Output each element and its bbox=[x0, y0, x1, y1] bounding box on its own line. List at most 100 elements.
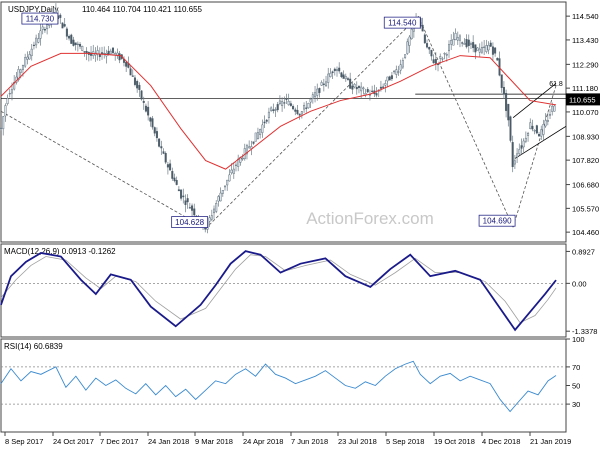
candle-body bbox=[180, 189, 183, 199]
candle-body bbox=[340, 72, 343, 78]
price-ytick-label: 105.570 bbox=[572, 204, 599, 213]
candle-body bbox=[219, 192, 222, 202]
candle-body bbox=[298, 113, 301, 116]
price-label-box bbox=[21, 12, 59, 25]
candle-body bbox=[162, 151, 165, 154]
rsi-axis: 30 50 70 100 bbox=[1, 335, 585, 409]
trend-line bbox=[205, 15, 419, 229]
candle-body bbox=[300, 111, 303, 115]
candle-body bbox=[166, 164, 169, 168]
candle-body bbox=[390, 75, 393, 80]
price-label: 114.730 bbox=[26, 15, 55, 24]
candle-body bbox=[278, 100, 281, 104]
x-tick-label: 9 Mar 2018 bbox=[195, 437, 233, 446]
candle-body bbox=[329, 72, 332, 77]
macd-panel: MACD(12,26,9) 0.0913 -0.1262 -1.3378 0.00… bbox=[0, 243, 597, 338]
candle-body bbox=[281, 101, 284, 106]
candle-body bbox=[215, 203, 218, 212]
candle-body bbox=[289, 103, 292, 106]
candle-body bbox=[232, 168, 235, 174]
candle-body bbox=[287, 100, 290, 106]
candle-body bbox=[186, 198, 189, 203]
candle-body bbox=[382, 86, 385, 88]
price-axis: 104.460 105.570 106.680 107.820 108.930 110.0… bbox=[566, 12, 599, 237]
candle-body bbox=[103, 52, 106, 55]
candle-body bbox=[17, 69, 20, 81]
candle-body bbox=[228, 174, 231, 182]
candle-body bbox=[272, 109, 275, 112]
macd-signal-line bbox=[0, 254, 557, 324]
price-ytick-label: 113.430 bbox=[572, 36, 599, 45]
candle-body bbox=[294, 109, 297, 112]
trend-line bbox=[0, 110, 206, 229]
rsi-panel: RSI(14) 60.6839 30 50 70 100 bbox=[0, 335, 585, 433]
candle-body bbox=[522, 140, 525, 148]
rsi-line bbox=[0, 360, 557, 413]
candle-body bbox=[553, 105, 556, 112]
price-label-box bbox=[383, 16, 421, 29]
candle-body bbox=[46, 24, 49, 30]
candle-body bbox=[24, 57, 27, 67]
x-tick-label: 24 Apr 2018 bbox=[243, 437, 283, 446]
candle-body bbox=[371, 90, 374, 92]
macd-axis: -1.3378 0.00 0.8927 bbox=[1, 247, 597, 336]
candle-body bbox=[210, 215, 213, 220]
watermark: ActionForex.com bbox=[306, 209, 434, 228]
candle-body bbox=[217, 196, 220, 202]
candle-body bbox=[265, 119, 268, 122]
candle-body bbox=[79, 43, 82, 47]
candle-body bbox=[397, 71, 400, 73]
candle-body bbox=[478, 48, 481, 53]
candle-body bbox=[98, 54, 101, 58]
candle-body bbox=[65, 28, 68, 37]
price-ytick-label: 107.820 bbox=[572, 156, 599, 165]
candle-body bbox=[173, 177, 176, 181]
candle-body bbox=[234, 164, 237, 166]
price-ytick-label: 104.460 bbox=[572, 228, 599, 237]
candle-body bbox=[184, 200, 187, 205]
candle-body bbox=[463, 43, 466, 45]
candle-body bbox=[423, 34, 426, 44]
candle-body bbox=[151, 118, 154, 128]
candle-body bbox=[305, 107, 308, 109]
candle-body bbox=[538, 134, 541, 137]
candle-body bbox=[270, 107, 273, 111]
candle-body bbox=[421, 24, 424, 32]
macd-ytick-label: 0.00 bbox=[572, 279, 587, 288]
candle-body bbox=[224, 185, 227, 188]
candle-body bbox=[149, 117, 152, 122]
candle-body bbox=[502, 86, 505, 95]
candle-body bbox=[160, 146, 163, 149]
candle-body bbox=[325, 81, 328, 87]
x-tick-label: 24 Oct 2017 bbox=[53, 437, 94, 446]
candle-body bbox=[213, 208, 216, 214]
candle-body bbox=[450, 40, 453, 45]
candle-body bbox=[158, 138, 161, 147]
macd-line bbox=[0, 250, 557, 332]
candle-body bbox=[8, 93, 11, 95]
x-tick-label: 5 Sep 2018 bbox=[386, 437, 424, 446]
candle-body bbox=[30, 48, 33, 56]
candle-body bbox=[254, 132, 257, 142]
candle-body bbox=[410, 28, 413, 40]
candle-body bbox=[494, 47, 497, 54]
candle-body bbox=[474, 44, 477, 53]
candle-body bbox=[28, 54, 31, 60]
candle-body bbox=[364, 93, 367, 95]
candle-body bbox=[109, 50, 112, 55]
candle-body bbox=[320, 82, 323, 86]
candle-body bbox=[476, 47, 479, 51]
candle-body bbox=[182, 195, 185, 198]
candle-body bbox=[344, 76, 347, 80]
candle-body bbox=[357, 85, 360, 89]
candle-body bbox=[175, 180, 178, 185]
x-tick-label: 4 Dec 2018 bbox=[482, 437, 520, 446]
candle-body bbox=[445, 54, 448, 56]
candle-body bbox=[549, 114, 552, 116]
price-ytick-label: 112.290 bbox=[572, 60, 599, 69]
macd-panel-frame bbox=[0, 243, 567, 338]
candle-body bbox=[480, 47, 483, 53]
candle-body bbox=[63, 24, 66, 27]
candle-body bbox=[41, 26, 44, 30]
candle-body bbox=[116, 52, 119, 57]
